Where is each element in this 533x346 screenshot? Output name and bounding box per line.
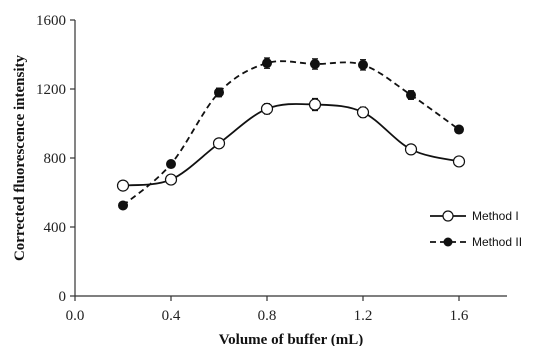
data-point: [308, 98, 322, 111]
data-point: [262, 58, 272, 69]
data-point: [118, 200, 128, 211]
series-1: [116, 97, 466, 192]
x-tick-label: 1.2: [354, 308, 373, 324]
series-layer: [116, 57, 466, 211]
data-point: [214, 87, 224, 98]
legend: Method I Method II: [430, 209, 522, 249]
data-point: [356, 106, 370, 119]
series-2: [118, 57, 464, 211]
y-tick-label: 800: [44, 151, 67, 167]
data-point: [406, 90, 416, 101]
legend-item: Method I: [430, 209, 519, 223]
y-tick-label: 0: [59, 289, 67, 305]
data-point: [166, 159, 176, 170]
series-line: [122, 60, 460, 207]
x-tick-label: 0.4: [162, 308, 181, 324]
data-point: [310, 58, 320, 69]
legend-marker: [443, 237, 453, 247]
legend-label: Method II: [472, 235, 522, 249]
data-point: [454, 124, 464, 135]
data-point: [260, 102, 274, 115]
legend-marker: [442, 210, 454, 222]
x-tick-label: 0.8: [258, 308, 277, 324]
data-point: [404, 143, 418, 156]
ticks: 0 400 800 1200 1600 0.0 0.4 0.8 1.2 1.6: [36, 13, 469, 324]
y-tick-label: 1200: [36, 82, 66, 98]
x-tick-label: 1.6: [450, 308, 469, 324]
legend-label: Method I: [472, 209, 519, 223]
y-tick-label: 1600: [36, 13, 66, 29]
x-axis-title: Volume of buffer (mL): [219, 332, 364, 346]
data-point: [212, 137, 226, 150]
data-point: [358, 59, 368, 70]
data-point: [164, 173, 178, 186]
data-point: [452, 155, 466, 168]
legend-item: Method II: [430, 235, 522, 249]
data-point: [116, 179, 130, 192]
y-axis-title: Corrected fluorescence intensity: [12, 54, 28, 261]
y-tick-label: 400: [44, 220, 67, 236]
x-tick-label: 0.0: [66, 308, 85, 324]
